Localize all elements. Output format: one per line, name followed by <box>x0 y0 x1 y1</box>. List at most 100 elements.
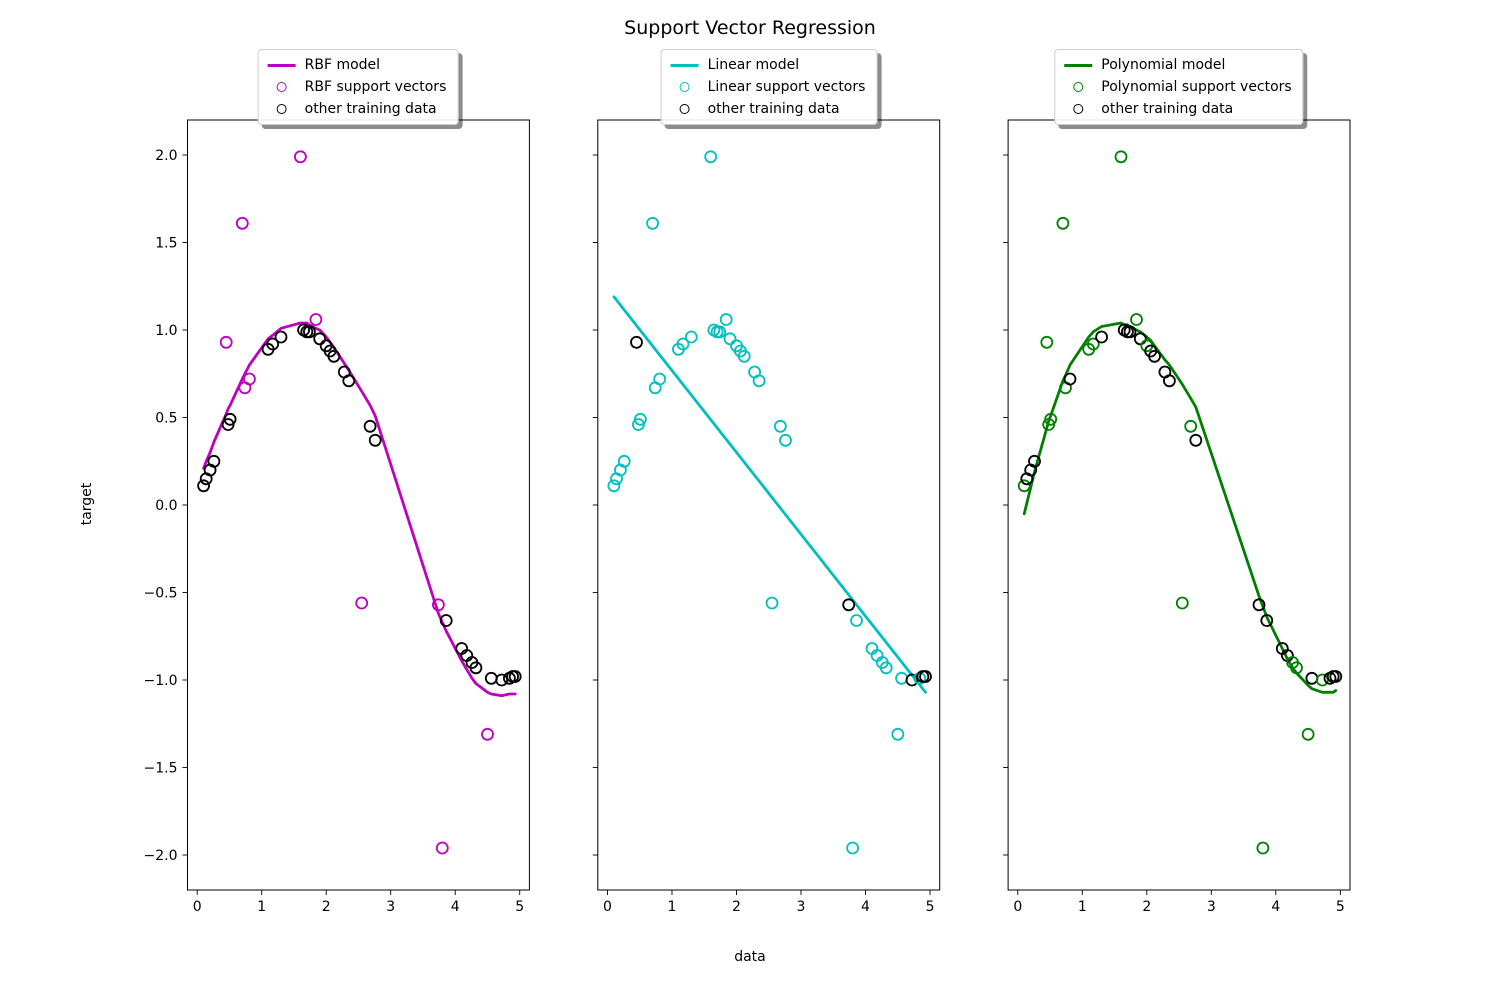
polynomial-support-vector-point <box>1184 419 1198 433</box>
polynomial-support-vector-point <box>1017 479 1031 493</box>
rbf-support-vector-point <box>355 596 369 610</box>
y-tick-label: 0.5 <box>155 411 177 427</box>
rbf-support-vector-marker-icon <box>276 82 287 92</box>
legend-label-other-training-data: other training data <box>1101 101 1234 117</box>
legend-label-rbf-model: RBF model <box>304 57 381 73</box>
linear-support-vector-point <box>752 374 766 388</box>
linear-support-vector-point <box>850 614 863 627</box>
polynomial-support-vector-point <box>1290 661 1303 675</box>
x-tick-label: 3 <box>386 899 395 915</box>
linear-support-vector-point <box>765 596 779 610</box>
x-tick-label: 4 <box>861 899 870 915</box>
polynomial-support-vector-point <box>1130 313 1143 326</box>
training-point <box>274 330 288 344</box>
legend-item-other-training-data: other training data <box>1064 100 1291 118</box>
x-tick-label: 5 <box>515 899 524 915</box>
x-tick-label: 5 <box>926 899 935 915</box>
polynomial-support-vector-point <box>1256 841 1270 855</box>
legend-item-linear-model: Linear model <box>670 56 866 74</box>
rbf-support-vector-point <box>242 372 256 386</box>
polynomial-support-vector-point <box>1040 335 1054 349</box>
legend-label-rbf-support-vectors: RBF support vectors <box>304 79 447 95</box>
linear-support-vector-point <box>723 332 737 346</box>
y-tick-label: 1.5 <box>155 236 177 252</box>
training-point <box>1148 349 1161 363</box>
rbf-support-vector-point <box>435 841 449 855</box>
training-point <box>1163 374 1176 388</box>
training-point <box>508 670 522 683</box>
rbf-model-curve <box>202 321 517 698</box>
training-data-marker-icon <box>1073 104 1084 114</box>
x-tick-label: 2 <box>322 899 331 915</box>
y-axis-label: target <box>79 482 95 526</box>
x-tick-label: 4 <box>1271 899 1280 915</box>
rbf-line-sample-icon <box>267 63 296 67</box>
linear-support-vector-point <box>774 419 787 433</box>
linear-support-vector-point <box>653 372 667 386</box>
polynomial-support-vector-point <box>1175 596 1189 610</box>
training-data-marker-icon <box>276 104 287 114</box>
linear-support-vector-point <box>895 671 908 685</box>
linear-line-sample-icon <box>670 63 699 67</box>
polynomial-support-vector-point <box>1114 150 1128 164</box>
rbf-support-vector-point <box>481 727 494 741</box>
y-tick-label: −1.0 <box>144 673 178 689</box>
polynomial-support-vector-point <box>1056 216 1070 230</box>
training-point <box>630 335 643 349</box>
linear-support-vector-point <box>891 727 905 741</box>
linear-support-vector-point <box>846 841 859 855</box>
training-point <box>1063 372 1077 386</box>
training-point <box>207 454 221 468</box>
legend-label-other-training-data: other training data <box>304 101 437 117</box>
panel-rbf: 0 1 2 3 4 5 −2.0 −1.5 −1.0 −0.5 0.0 0.5 1.0 1.5 2.0 <box>144 119 530 915</box>
legend-rbf: RBF model RBF support vectors other trai… <box>257 49 459 125</box>
linear-support-vector-point <box>617 454 631 468</box>
y-tick-label: 0.0 <box>155 498 177 514</box>
rbf-support-vector-point <box>235 216 249 230</box>
training-point <box>905 673 919 687</box>
axes-frame <box>597 119 941 891</box>
training-point <box>484 671 498 685</box>
legend-linear: Linear model Linear support vectors othe… <box>660 49 878 125</box>
y-tick-label: −0.5 <box>144 586 178 602</box>
legend-item-rbf-support-vectors: RBF support vectors <box>268 78 447 96</box>
training-point <box>1095 330 1108 344</box>
training-point <box>469 661 483 675</box>
x-tick-label: 0 <box>1013 899 1022 915</box>
polynomial-support-vector-point <box>1315 673 1329 687</box>
training-point <box>1329 670 1343 683</box>
legend-label-other-training-data: other training data <box>707 101 840 117</box>
axes-frame <box>187 119 530 891</box>
linear-support-vector-point <box>719 313 733 326</box>
legend-item-linear-support-vectors: Linear support vectors <box>671 78 866 96</box>
training-point <box>919 670 932 683</box>
x-tick-label: 5 <box>1336 899 1345 915</box>
linear-support-vector-point <box>634 412 647 426</box>
axes-frame <box>1007 119 1351 891</box>
training-point <box>1028 454 1041 468</box>
training-point <box>1252 598 1266 612</box>
legend-item-polynomial-support-vectors: Polynomial support vectors <box>1064 78 1292 96</box>
training-point <box>313 332 327 346</box>
linear-support-vector-point <box>646 216 659 230</box>
training-point <box>439 614 453 627</box>
rbf-support-vector-point <box>431 598 445 612</box>
x-tick-label: 4 <box>451 899 460 915</box>
training-point <box>302 325 316 339</box>
training-point <box>363 419 377 433</box>
legend-item-rbf-model: RBF model <box>267 56 447 74</box>
legend-polynomial: Polynomial model Polynomial support vect… <box>1054 49 1304 125</box>
training-point <box>266 337 280 351</box>
legend-label-linear-support-vectors: Linear support vectors <box>707 79 866 95</box>
training-point <box>842 598 856 612</box>
y-tick-label: −1.5 <box>144 761 178 777</box>
linear-support-vector-point <box>676 337 690 351</box>
linear-support-vector-point <box>684 330 698 344</box>
y-tick-label: −2.0 <box>144 848 178 864</box>
x-tick-label: 1 <box>257 899 266 915</box>
legend-label-polynomial-model: Polynomial model <box>1101 57 1226 73</box>
legend-item-polynomial-model: Polynomial model <box>1064 56 1291 74</box>
linear-support-vector-point <box>879 661 893 675</box>
training-point <box>1305 671 1319 685</box>
